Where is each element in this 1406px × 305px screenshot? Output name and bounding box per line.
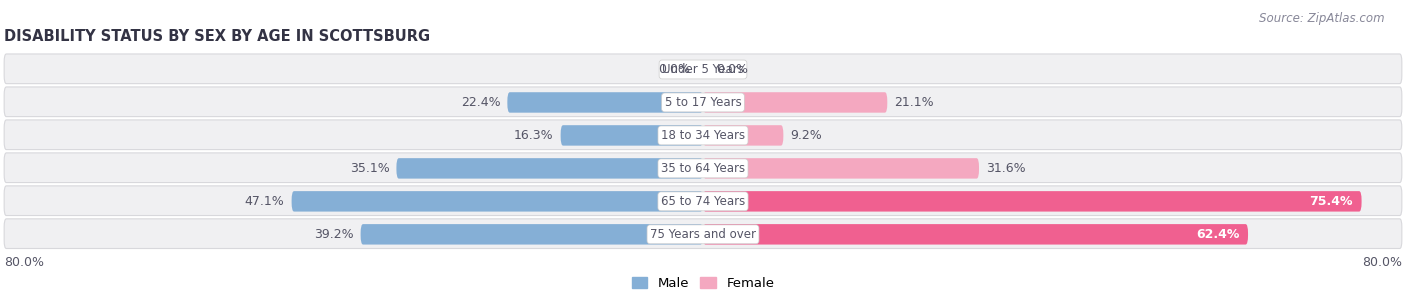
FancyBboxPatch shape	[703, 158, 979, 179]
FancyBboxPatch shape	[703, 191, 1361, 212]
Text: 80.0%: 80.0%	[1362, 256, 1402, 269]
FancyBboxPatch shape	[4, 186, 1402, 216]
FancyBboxPatch shape	[360, 224, 703, 245]
Text: 39.2%: 39.2%	[314, 228, 354, 241]
FancyBboxPatch shape	[703, 224, 1249, 245]
Text: 65 to 74 Years: 65 to 74 Years	[661, 195, 745, 208]
Text: Under 5 Years: Under 5 Years	[662, 63, 744, 76]
FancyBboxPatch shape	[291, 191, 703, 212]
Text: 31.6%: 31.6%	[986, 162, 1025, 175]
Text: Source: ZipAtlas.com: Source: ZipAtlas.com	[1260, 12, 1385, 25]
Text: 62.4%: 62.4%	[1197, 228, 1239, 241]
Text: 35.1%: 35.1%	[350, 162, 389, 175]
Text: 22.4%: 22.4%	[461, 96, 501, 109]
FancyBboxPatch shape	[4, 219, 1402, 249]
Text: 0.0%: 0.0%	[658, 63, 690, 76]
Text: 80.0%: 80.0%	[4, 256, 44, 269]
FancyBboxPatch shape	[508, 92, 703, 113]
Text: 75.4%: 75.4%	[1309, 195, 1353, 208]
Text: 35 to 64 Years: 35 to 64 Years	[661, 162, 745, 175]
Text: 0.0%: 0.0%	[716, 63, 748, 76]
FancyBboxPatch shape	[4, 153, 1402, 183]
FancyBboxPatch shape	[561, 125, 703, 145]
FancyBboxPatch shape	[703, 125, 783, 145]
FancyBboxPatch shape	[4, 120, 1402, 149]
Text: 18 to 34 Years: 18 to 34 Years	[661, 129, 745, 142]
Text: DISABILITY STATUS BY SEX BY AGE IN SCOTTSBURG: DISABILITY STATUS BY SEX BY AGE IN SCOTT…	[4, 29, 430, 44]
FancyBboxPatch shape	[396, 158, 703, 179]
FancyBboxPatch shape	[4, 87, 1402, 117]
Text: 9.2%: 9.2%	[790, 129, 823, 142]
Legend: Male, Female: Male, Female	[626, 271, 780, 295]
Text: 16.3%: 16.3%	[515, 129, 554, 142]
Text: 5 to 17 Years: 5 to 17 Years	[665, 96, 741, 109]
Text: 21.1%: 21.1%	[894, 96, 934, 109]
Text: 47.1%: 47.1%	[245, 195, 284, 208]
Text: 75 Years and over: 75 Years and over	[650, 228, 756, 241]
FancyBboxPatch shape	[4, 54, 1402, 84]
FancyBboxPatch shape	[703, 92, 887, 113]
